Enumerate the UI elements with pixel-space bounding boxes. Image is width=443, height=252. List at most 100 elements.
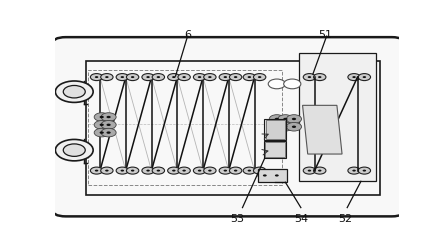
Circle shape: [263, 175, 267, 177]
Circle shape: [258, 77, 261, 79]
Polygon shape: [303, 106, 342, 154]
Circle shape: [243, 74, 256, 81]
Circle shape: [234, 77, 237, 79]
Circle shape: [358, 74, 370, 81]
Circle shape: [253, 167, 266, 174]
Circle shape: [152, 74, 164, 81]
Circle shape: [101, 113, 116, 122]
Bar: [264, 142, 287, 158]
Circle shape: [292, 126, 296, 129]
Circle shape: [219, 167, 232, 174]
Circle shape: [106, 116, 111, 119]
Circle shape: [142, 74, 154, 81]
Circle shape: [101, 121, 116, 130]
Circle shape: [95, 77, 98, 79]
Circle shape: [270, 172, 284, 180]
Bar: [299, 53, 377, 182]
Bar: [266, 120, 285, 140]
Circle shape: [278, 123, 293, 132]
Circle shape: [100, 132, 104, 134]
Circle shape: [90, 167, 103, 174]
Circle shape: [106, 132, 111, 134]
Circle shape: [248, 77, 251, 79]
Circle shape: [243, 167, 256, 174]
Text: 52: 52: [338, 213, 353, 224]
Text: 53: 53: [230, 213, 245, 224]
Circle shape: [352, 170, 356, 172]
Circle shape: [101, 167, 113, 174]
Bar: [86, 61, 380, 195]
Circle shape: [258, 172, 272, 180]
Circle shape: [308, 170, 311, 172]
Circle shape: [120, 77, 124, 79]
Circle shape: [204, 167, 216, 174]
Circle shape: [157, 77, 160, 79]
Circle shape: [105, 170, 109, 172]
Circle shape: [358, 167, 370, 174]
Circle shape: [204, 74, 216, 81]
Text: 6: 6: [184, 30, 191, 40]
Circle shape: [146, 77, 150, 79]
Circle shape: [116, 74, 128, 81]
Circle shape: [120, 170, 124, 172]
Circle shape: [234, 170, 237, 172]
Circle shape: [258, 170, 261, 172]
Circle shape: [283, 126, 288, 129]
Circle shape: [303, 167, 315, 174]
Circle shape: [275, 126, 279, 129]
Circle shape: [224, 77, 227, 79]
Circle shape: [157, 170, 160, 172]
Circle shape: [183, 77, 186, 79]
Bar: [265, 143, 285, 158]
Circle shape: [318, 77, 322, 79]
Circle shape: [142, 167, 154, 174]
Circle shape: [94, 121, 109, 130]
Bar: [264, 119, 287, 141]
Circle shape: [106, 124, 111, 127]
Circle shape: [314, 167, 326, 174]
FancyBboxPatch shape: [52, 38, 406, 216]
Circle shape: [363, 170, 366, 172]
Circle shape: [178, 167, 190, 174]
Text: 54: 54: [294, 213, 308, 224]
Circle shape: [219, 74, 232, 81]
Circle shape: [198, 77, 201, 79]
Circle shape: [105, 77, 109, 79]
Circle shape: [172, 77, 175, 79]
Circle shape: [229, 74, 242, 81]
Circle shape: [63, 144, 85, 157]
Circle shape: [183, 170, 186, 172]
Circle shape: [101, 74, 113, 81]
Circle shape: [94, 129, 109, 137]
Circle shape: [194, 74, 206, 81]
Bar: [88, 71, 282, 185]
Circle shape: [152, 167, 164, 174]
Circle shape: [95, 170, 98, 172]
Circle shape: [303, 74, 315, 81]
Circle shape: [194, 167, 206, 174]
Circle shape: [284, 80, 301, 89]
Circle shape: [253, 74, 266, 81]
Circle shape: [167, 74, 180, 81]
Circle shape: [131, 77, 134, 79]
Circle shape: [363, 77, 366, 79]
Circle shape: [229, 167, 242, 174]
Circle shape: [101, 129, 116, 137]
Circle shape: [63, 86, 85, 99]
Circle shape: [126, 74, 139, 81]
Circle shape: [55, 140, 93, 161]
Bar: [258, 169, 287, 182]
Circle shape: [348, 167, 360, 174]
Circle shape: [100, 116, 104, 119]
Circle shape: [100, 124, 104, 127]
Circle shape: [292, 118, 296, 121]
Circle shape: [94, 113, 109, 122]
Circle shape: [283, 118, 288, 121]
Circle shape: [126, 167, 139, 174]
Circle shape: [308, 77, 311, 79]
Text: 51: 51: [318, 30, 332, 40]
Circle shape: [269, 123, 284, 132]
Circle shape: [178, 74, 190, 81]
Circle shape: [318, 170, 322, 172]
Circle shape: [314, 74, 326, 81]
